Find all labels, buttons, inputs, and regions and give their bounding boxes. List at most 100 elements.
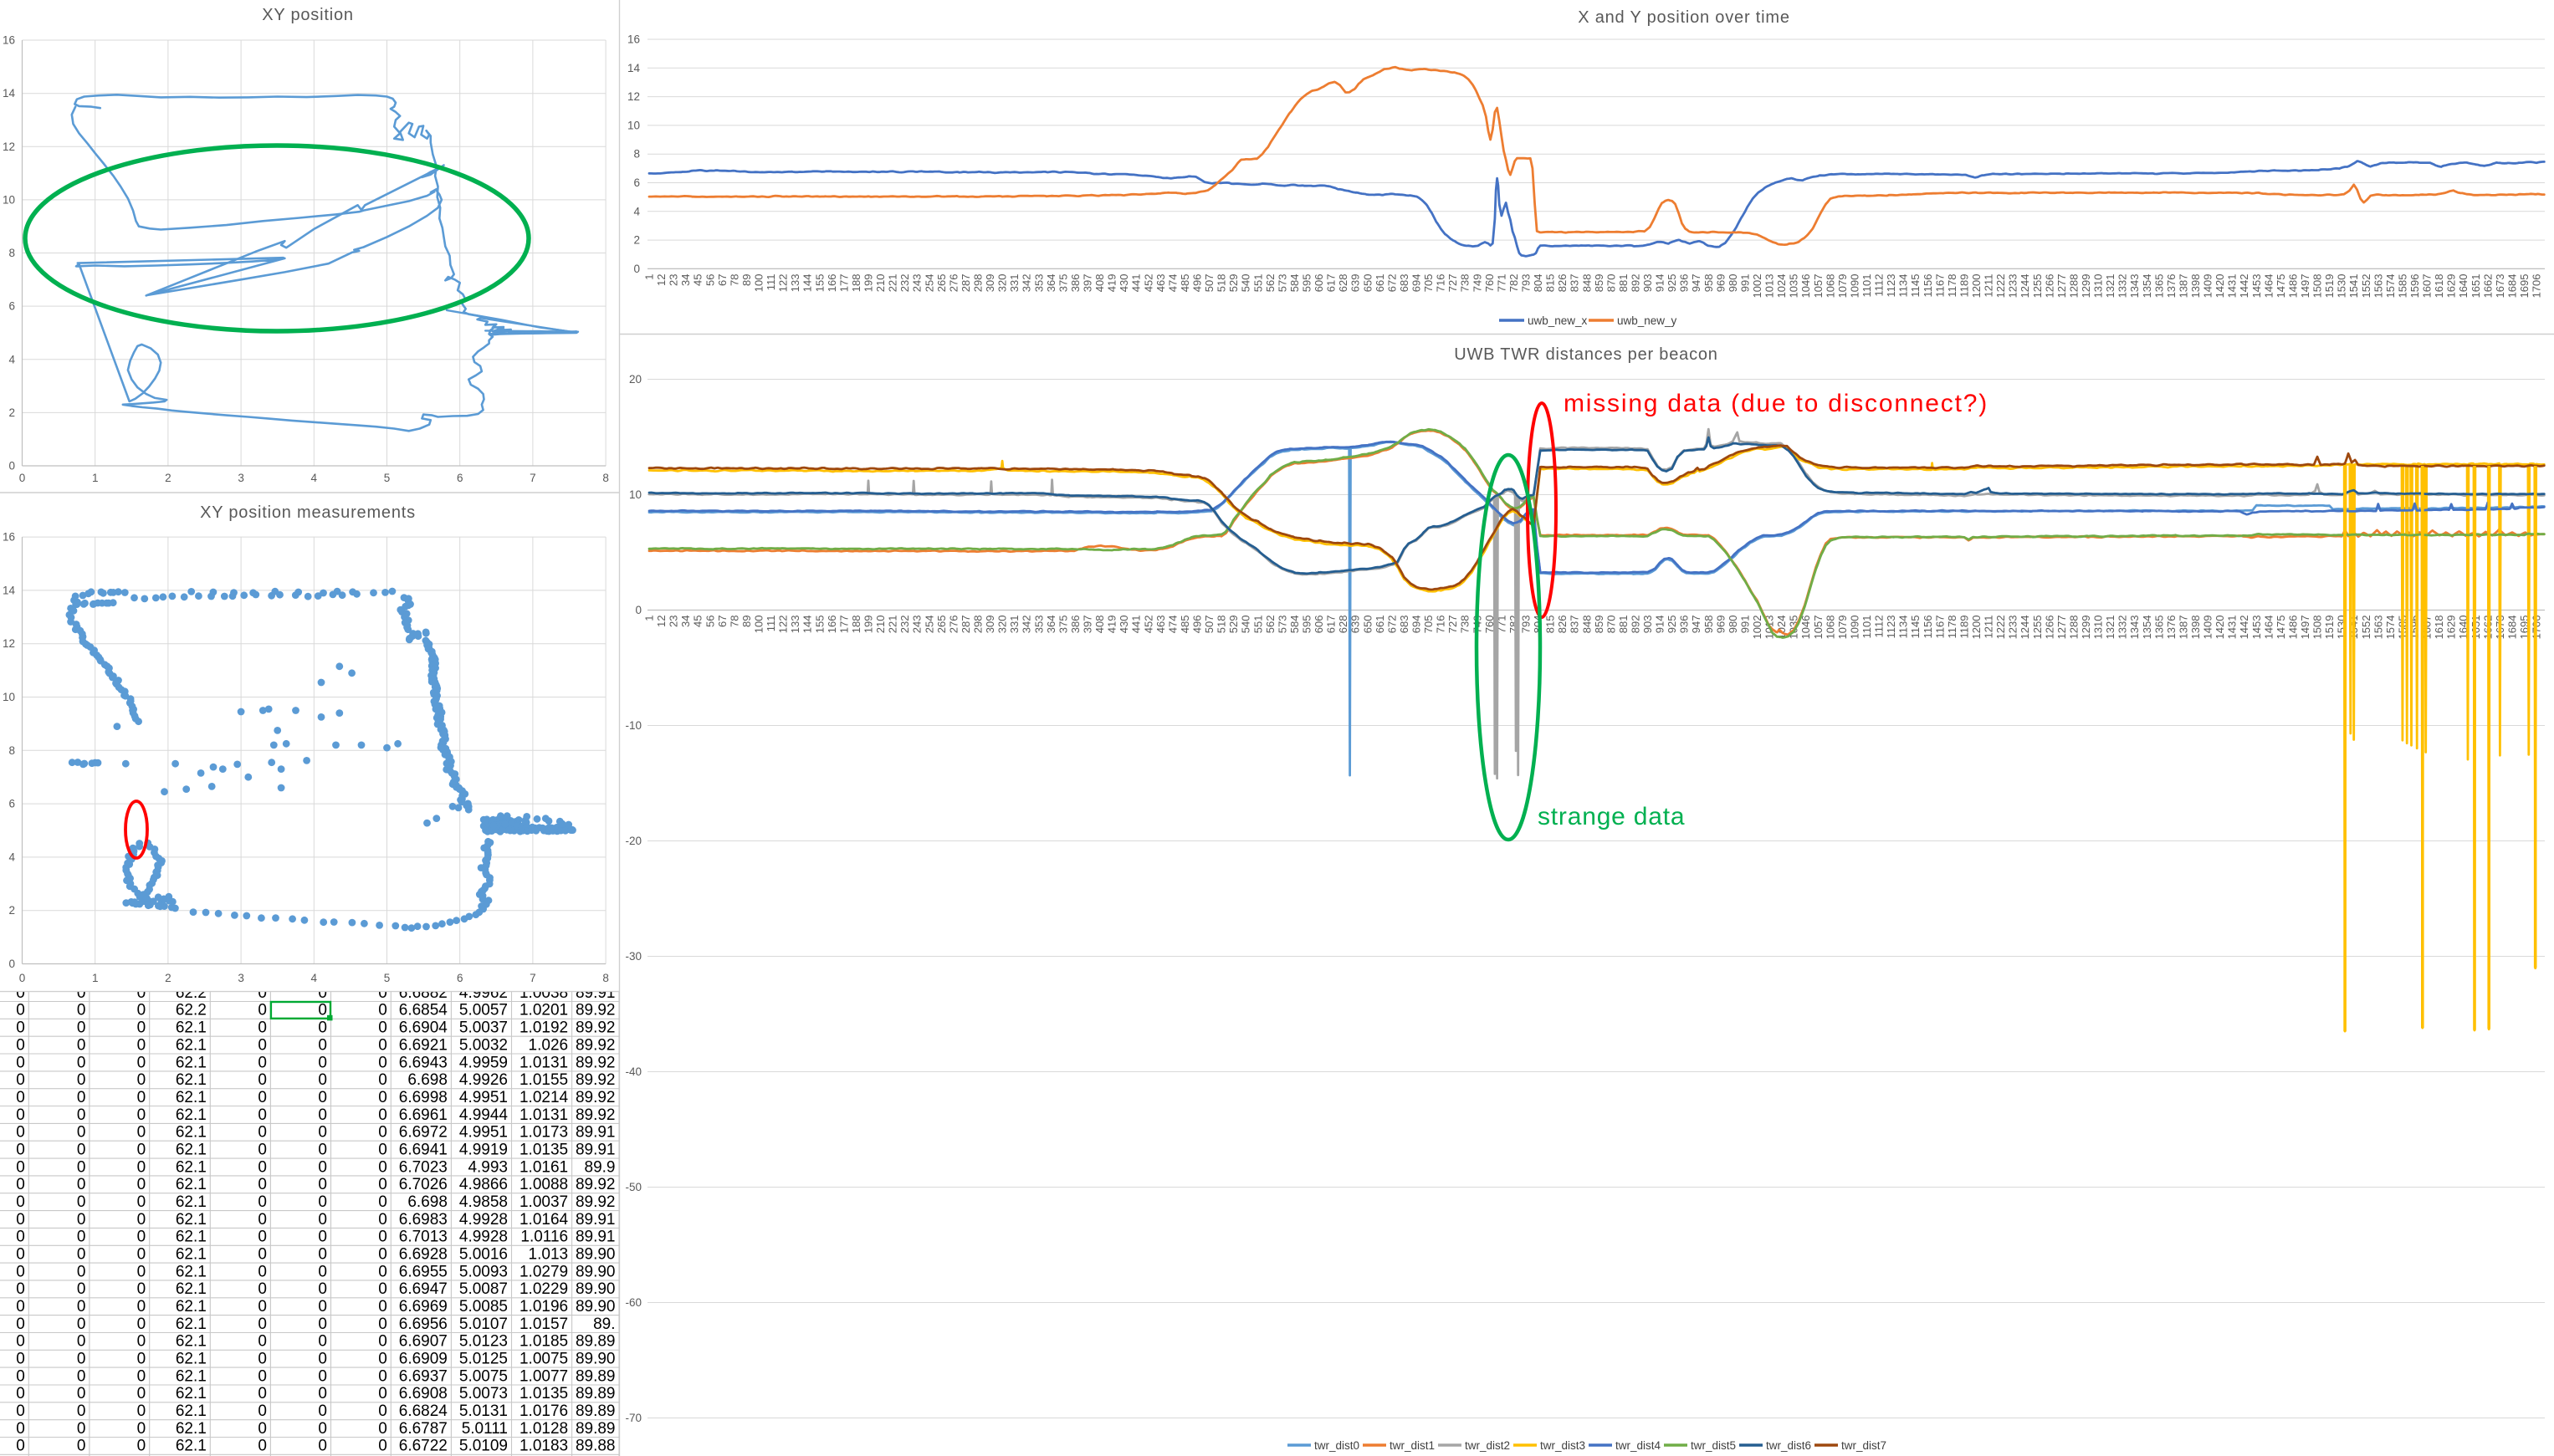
svg-text:89.92: 89.92 [576,1106,616,1124]
svg-text:1.0128: 1.0128 [520,1420,568,1438]
svg-text:749: 749 [1471,274,1483,293]
svg-text:1310: 1310 [2092,274,2105,299]
svg-text:144: 144 [801,274,814,293]
svg-text:859: 859 [1593,274,1605,293]
svg-text:793: 793 [1520,274,1533,293]
svg-text:strange data: strange data [1538,803,1685,830]
svg-text:353: 353 [1032,616,1045,634]
svg-text:0: 0 [137,1142,146,1159]
svg-text:twr_dist4: twr_dist4 [1615,1439,1661,1452]
svg-text:991: 991 [1739,274,1752,293]
svg-text:166: 166 [826,616,838,634]
svg-text:62.1: 62.1 [176,1246,207,1264]
svg-text:210: 210 [874,616,887,634]
svg-text:twr_dist2: twr_dist2 [1465,1439,1510,1452]
svg-text:0: 0 [258,1142,267,1159]
svg-text:0: 0 [318,1333,327,1351]
svg-text:0: 0 [77,1316,86,1333]
svg-text:0: 0 [378,1071,387,1089]
svg-text:0: 0 [318,1402,327,1420]
svg-text:463: 463 [1154,274,1167,293]
svg-text:4.9944: 4.9944 [459,1106,509,1124]
svg-text:1387: 1387 [2178,616,2190,640]
svg-text:0: 0 [258,1402,267,1420]
svg-text:1178: 1178 [1946,274,1958,298]
svg-text:1277: 1277 [2055,274,2068,299]
svg-text:1343: 1343 [2128,274,2141,299]
svg-text:4.9926: 4.9926 [459,1071,508,1089]
svg-text:441: 441 [1130,274,1143,293]
svg-text:1.0135: 1.0135 [520,1142,568,1159]
svg-text:1585: 1585 [2396,274,2408,299]
svg-text:683: 683 [1398,616,1410,634]
svg-text:0: 0 [633,263,640,275]
svg-text:1.0192: 1.0192 [520,1019,568,1037]
svg-text:89.: 89. [593,1316,615,1333]
svg-text:20: 20 [629,373,642,386]
svg-text:78: 78 [728,274,740,286]
svg-text:0: 0 [77,1036,86,1054]
svg-text:1695: 1695 [2518,274,2531,299]
svg-text:1640: 1640 [2457,274,2470,299]
svg-text:62.1: 62.1 [176,1089,207,1106]
svg-text:199: 199 [862,274,875,293]
svg-text:0: 0 [318,1263,327,1280]
svg-text:1.0037: 1.0037 [520,1193,568,1211]
svg-text:0: 0 [318,1316,327,1333]
svg-text:419: 419 [1106,616,1118,634]
svg-text:0: 0 [258,984,267,1002]
svg-text:595: 595 [1301,274,1313,293]
svg-text:0: 0 [378,1089,387,1106]
svg-text:89.91: 89.91 [576,1229,616,1246]
svg-text:980: 980 [1727,274,1739,293]
svg-text:4.9919: 4.9919 [459,1142,508,1159]
svg-text:397: 397 [1082,616,1094,634]
svg-text:1453: 1453 [2250,616,2263,640]
svg-text:1.0077: 1.0077 [520,1367,568,1385]
svg-text:89.91: 89.91 [576,1211,616,1229]
svg-text:628: 628 [1337,274,1349,293]
svg-text:89.9: 89.9 [585,1158,616,1176]
svg-text:1398: 1398 [2189,274,2202,299]
svg-text:1486: 1486 [2287,274,2300,299]
svg-text:298: 298 [972,274,985,293]
svg-text:969: 969 [1714,616,1727,634]
svg-text:0: 0 [258,1280,267,1298]
svg-text:474: 474 [1166,274,1179,293]
svg-text:2: 2 [165,972,171,984]
svg-text:89.90: 89.90 [576,1298,616,1316]
svg-text:408: 408 [1093,274,1106,293]
svg-text:815: 815 [1544,616,1557,634]
svg-text:0: 0 [77,1280,86,1298]
svg-text:8: 8 [8,744,15,757]
svg-text:1.0183: 1.0183 [520,1438,568,1455]
svg-text:859: 859 [1593,616,1605,634]
svg-text:991: 991 [1739,616,1752,634]
svg-text:0: 0 [258,1106,267,1124]
svg-text:1068: 1068 [1824,274,1836,299]
svg-text:1.0229: 1.0229 [520,1280,568,1298]
svg-text:1156: 1156 [1922,274,1934,298]
svg-text:0: 0 [258,1211,267,1229]
svg-text:67: 67 [716,274,729,286]
svg-text:12: 12 [627,90,640,103]
svg-text:0: 0 [16,1246,25,1264]
svg-text:0: 0 [378,1246,387,1264]
svg-text:0: 0 [16,1316,25,1333]
svg-text:1497: 1497 [2299,274,2311,299]
svg-text:1189: 1189 [1958,274,1971,298]
svg-text:6.7026: 6.7026 [399,1176,448,1193]
svg-text:606: 606 [1313,616,1325,634]
svg-text:62.1: 62.1 [176,1019,207,1037]
svg-text:320: 320 [996,274,1009,293]
svg-text:254: 254 [923,274,935,293]
svg-text:0: 0 [258,1019,267,1037]
svg-text:16: 16 [627,33,640,46]
svg-text:0: 0 [378,1019,387,1037]
svg-text:1057: 1057 [1812,274,1825,299]
svg-text:0: 0 [318,1158,327,1176]
svg-text:56: 56 [704,616,716,627]
svg-text:1409: 1409 [2202,616,2214,640]
svg-text:0: 0 [258,1316,267,1333]
svg-text:62.1: 62.1 [176,1333,207,1351]
